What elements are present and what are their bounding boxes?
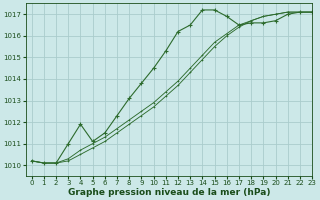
X-axis label: Graphe pression niveau de la mer (hPa): Graphe pression niveau de la mer (hPa) [68,188,270,197]
